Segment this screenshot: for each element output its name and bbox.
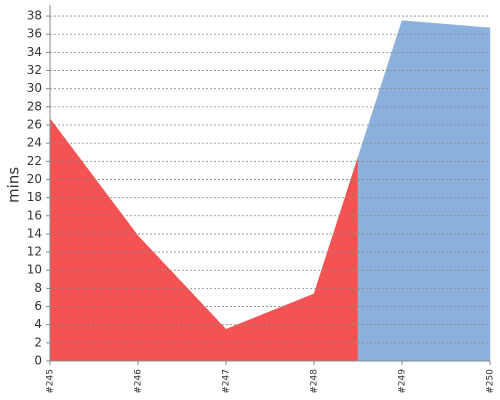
y-tick-label: 36	[27, 27, 42, 41]
x-tick-label: #250	[486, 369, 496, 394]
y-tick-label: 14	[27, 226, 42, 240]
area-segment	[445, 23, 491, 362]
area-segment	[93, 176, 183, 362]
y-axis-label: mins	[5, 167, 23, 203]
y-tick-label: 16	[27, 208, 42, 222]
y-tick-label: 10	[27, 263, 42, 277]
y-tick-label: 4	[34, 317, 42, 331]
area-segment	[357, 20, 447, 362]
y-tick-label: 26	[27, 118, 42, 132]
x-tick-label: #248	[310, 369, 320, 394]
y-tick-label: 12	[27, 245, 42, 259]
y-tick-label: 30	[27, 81, 42, 95]
y-tick-label: 24	[27, 136, 42, 150]
x-tick-label: #249	[398, 369, 408, 394]
x-tick-label: #246	[134, 369, 144, 394]
area-segment	[181, 281, 271, 362]
y-tick-label: 6	[34, 299, 42, 313]
y-tick-label: 8	[34, 281, 42, 295]
x-tick-label: #245	[46, 369, 56, 394]
y-tick-label: 34	[27, 45, 42, 59]
y-tick-label: 18	[27, 190, 42, 204]
y-tick-label: 22	[27, 154, 42, 168]
area-segment	[269, 157, 359, 362]
y-tick-label: 0	[34, 354, 42, 368]
y-tick-label: 2	[34, 335, 42, 349]
x-tick-label: #247	[222, 369, 232, 394]
y-tick-label: 32	[27, 63, 42, 77]
y-tick-label: 38	[27, 9, 42, 23]
y-tick-label: 20	[27, 172, 42, 186]
y-tick-label: 28	[27, 99, 42, 113]
